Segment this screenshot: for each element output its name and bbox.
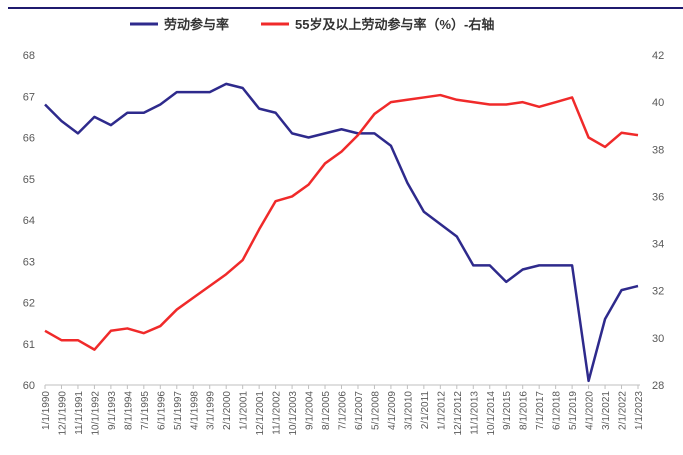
x-tick-label: 10/1/2003 xyxy=(288,391,299,436)
x-tick-label: 4/1/2009 xyxy=(387,391,398,430)
y2-tick-label: 30 xyxy=(652,333,664,345)
x-tick-label: 7/1/2017 xyxy=(535,391,546,430)
series-line xyxy=(44,93,639,351)
y-tick-label: 65 xyxy=(23,174,35,186)
x-tick-label: 6/1/2018 xyxy=(552,391,563,430)
x-tick-label: 4/1/2020 xyxy=(585,391,596,430)
y-tick-label: 62 xyxy=(23,298,35,310)
y-tick-label: 60 xyxy=(23,380,35,392)
x-tick-label: 3/1/2010 xyxy=(403,391,414,430)
x-tick-label: 9/1/2004 xyxy=(305,391,316,430)
x-tick-label: 12/1/2001 xyxy=(255,391,266,436)
x-tick-label: 2/1/2011 xyxy=(420,391,431,430)
x-tick-label: 1/1/2012 xyxy=(436,391,447,430)
x-tick-label: 5/1/1997 xyxy=(173,391,184,430)
y-tick-label: 63 xyxy=(23,256,35,268)
x-tick-label: 5/1/2008 xyxy=(370,391,381,430)
x-tick-label: 11/1/2002 xyxy=(272,391,283,435)
x-tick-label: 6/1/2007 xyxy=(354,391,365,430)
x-tick-label: 12/1/1990 xyxy=(57,391,68,436)
x-tick-label: 7/1/1995 xyxy=(140,391,151,430)
x-tick-label: 1/1/2023 xyxy=(634,391,645,430)
y2-tick-label: 36 xyxy=(652,191,664,203)
x-tick-label: 3/1/1999 xyxy=(206,391,217,430)
x-tick-label: 1/1/2001 xyxy=(239,391,250,430)
y-tick-label: 67 xyxy=(23,91,35,103)
x-tick-label: 8/1/1994 xyxy=(123,391,134,430)
x-tick-label: 12/1/2012 xyxy=(453,391,464,436)
legend-label: 55岁及以上劳动参与率（%）-右轴 xyxy=(295,17,494,32)
x-tick-label: 2/1/2000 xyxy=(222,391,233,430)
y-tick-label: 68 xyxy=(23,50,35,62)
x-tick-label: 10/1/2014 xyxy=(486,391,497,436)
y2-tick-label: 38 xyxy=(652,144,664,156)
y2-tick-label: 40 xyxy=(652,97,664,109)
x-tick-label: 8/1/2016 xyxy=(519,391,530,430)
y-tick-label: 64 xyxy=(23,215,35,227)
x-tick-label: 11/1/1991 xyxy=(74,391,85,435)
y-tick-label: 61 xyxy=(23,339,35,351)
x-tick-label: 3/1/2021 xyxy=(601,391,612,430)
x-tick-label: 10/1/1992 xyxy=(90,391,101,436)
y2-tick-label: 28 xyxy=(652,380,664,392)
x-tick-label: 6/1/1996 xyxy=(156,391,167,430)
x-tick-label: 4/1/1998 xyxy=(189,391,200,430)
y2-tick-label: 42 xyxy=(652,50,664,62)
x-tick-label: 8/1/2005 xyxy=(321,391,332,430)
series-line xyxy=(44,82,639,383)
y2-tick-label: 32 xyxy=(652,286,664,298)
y-tick-label: 66 xyxy=(23,133,35,145)
x-tick-label: 11/1/2013 xyxy=(469,391,480,435)
x-tick-label: 1/1/1990 xyxy=(41,391,52,430)
x-tick-label: 9/1/2015 xyxy=(502,391,513,430)
y2-tick-label: 34 xyxy=(652,239,664,251)
legend-label: 劳动参与率 xyxy=(164,17,229,32)
x-tick-label: 9/1/1993 xyxy=(107,391,118,430)
x-tick-label: 7/1/2006 xyxy=(338,391,349,430)
x-tick-label: 2/1/2022 xyxy=(618,391,629,430)
x-tick-label: 5/1/2019 xyxy=(568,391,579,430)
